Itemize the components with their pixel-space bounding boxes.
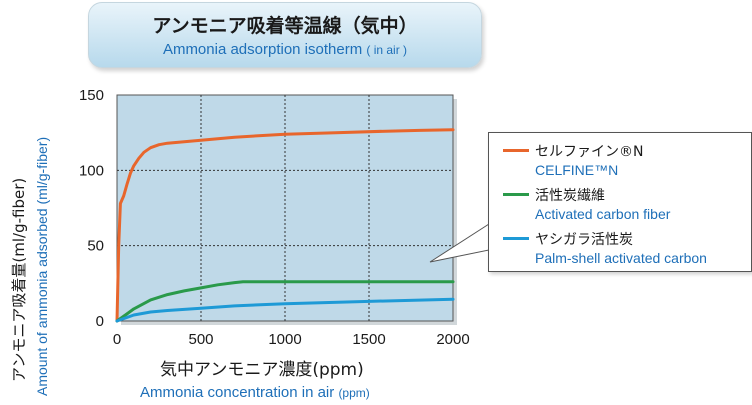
x-axis-label-en: Ammonia concentration in air (ppm) [140,384,370,401]
series-line-2 [115,297,455,323]
legend-label-en-celfine: CELFINE™N [535,162,619,178]
y-tick-label: 100 [79,162,104,179]
x-tick-label: 500 [188,331,213,348]
y-tick-label: 0 [96,313,104,330]
chart-title-en: Ammonia adsorption isotherm ( in air ) [89,41,481,58]
x-tick-label: 2000 [436,331,469,348]
x-axis-label-en-paren: (ppm) [338,386,370,400]
legend: セルファイン®N CELFINE™N 活性炭繊維 Activated carbo… [488,132,752,272]
legend-swatch-palm [503,237,529,240]
legend-label-jp-acf: 活性炭繊維 [535,188,605,204]
legend-label-en-acf: Activated carbon fiber [535,206,671,222]
chart-title-jp: アンモニア吸着等温線（気中） [152,15,418,37]
x-tick-label: 0 [113,331,121,348]
x-axis-label-en-main: Ammonia concentration in air [140,384,335,401]
chart-title-en-main: Ammonia adsorption isotherm [162,41,363,58]
series-line-1 [115,280,455,323]
x-axis-label-jp: 気中アンモニア濃度(ppm) [160,360,364,380]
legend-label-jp-palm: ヤシガラ活性炭 [535,232,633,248]
x-tick-label: 1000 [268,331,301,348]
legend-swatch-celfine [503,149,529,152]
legend-swatch-acf [503,193,529,196]
chart-title-en-paren: ( in air ) [366,43,408,57]
series-line-0 [115,128,455,323]
legend-label-jp-celfine: セルファイン®N [535,144,644,160]
y-tick-label: 50 [87,238,104,255]
y-tick-label: 150 [79,87,104,104]
legend-label-en-palm: Palm-shell activated carbon [535,250,707,266]
chart-title-box: アンモニア吸着等温線（気中） Ammonia adsorption isothe… [88,2,482,68]
x-tick-label: 1500 [352,331,385,348]
